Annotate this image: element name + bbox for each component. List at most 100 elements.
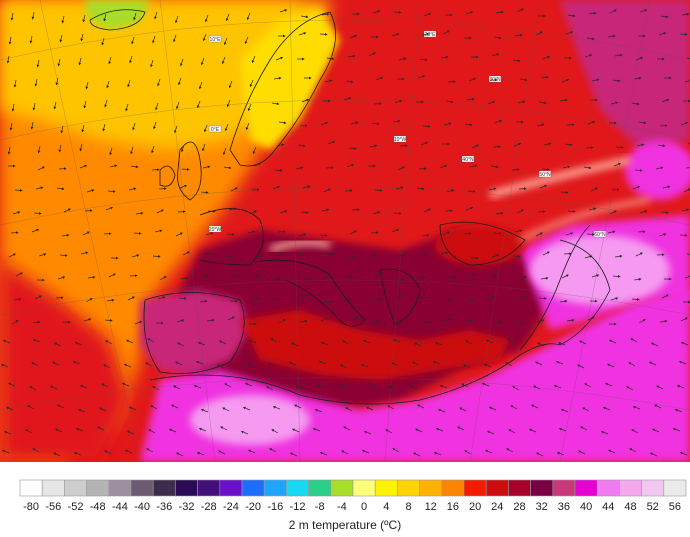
wind-arrow bbox=[487, 296, 495, 301]
wind-arrow bbox=[363, 430, 372, 435]
wind-arrow bbox=[296, 385, 304, 390]
wind-arrow bbox=[154, 229, 163, 233]
wind-arrow bbox=[392, 339, 401, 343]
wind-arrow bbox=[659, 124, 668, 128]
wind-arrow bbox=[638, 319, 646, 324]
wind-arrow bbox=[75, 427, 84, 432]
wind-arrow bbox=[658, 233, 667, 237]
wind-arrow bbox=[341, 450, 349, 455]
wind-arrow bbox=[321, 12, 330, 16]
wind-arrow bbox=[465, 340, 473, 345]
wind-arrow bbox=[468, 77, 477, 82]
wind-arrow bbox=[7, 146, 11, 155]
wind-arrow bbox=[324, 79, 333, 83]
wind-arrow bbox=[516, 8, 524, 13]
legend-swatch bbox=[352, 479, 376, 497]
wind-arrow bbox=[457, 426, 465, 431]
wind-arrow bbox=[433, 452, 442, 456]
wind-arrow bbox=[638, 121, 647, 125]
wind-arrow bbox=[107, 190, 116, 193]
wind-arrow bbox=[471, 144, 479, 149]
wind-arrow bbox=[488, 406, 497, 411]
wind-arrow bbox=[370, 231, 379, 235]
wind-arrow bbox=[5, 406, 14, 411]
wind-arrow bbox=[327, 140, 336, 145]
wind-arrow bbox=[105, 340, 113, 345]
wind-arrow bbox=[464, 319, 473, 322]
legend-swatch bbox=[308, 479, 332, 497]
wind-arrow bbox=[240, 430, 249, 435]
wind-arrow bbox=[299, 319, 308, 323]
legend-swatch bbox=[419, 479, 443, 497]
wind-arrow bbox=[516, 209, 524, 214]
wind-arrow bbox=[319, 32, 328, 36]
wind-arrow bbox=[2, 339, 11, 344]
wind-arrow bbox=[312, 428, 321, 432]
wind-arrow bbox=[248, 339, 257, 344]
wind-arrow bbox=[273, 76, 282, 80]
wind-arrow bbox=[600, 430, 609, 435]
legend-tick-label: 8 bbox=[405, 501, 411, 513]
wind-arrow bbox=[295, 166, 304, 170]
wind-arrow bbox=[230, 187, 238, 192]
wind-arrow bbox=[219, 340, 227, 345]
wind-arrow bbox=[3, 430, 12, 435]
wind-arrow bbox=[514, 33, 523, 37]
legend-tick-label: 40 bbox=[580, 501, 592, 513]
wind-arrow bbox=[466, 97, 475, 101]
wind-arrow bbox=[494, 119, 503, 124]
wind-arrow bbox=[614, 53, 623, 57]
svg-text:0°E: 0°E bbox=[211, 127, 220, 133]
wind-arrow bbox=[197, 341, 206, 346]
coastlines bbox=[89, 9, 611, 405]
wind-arrow bbox=[35, 186, 44, 190]
wind-arrow bbox=[398, 253, 407, 257]
wind-arrow bbox=[583, 166, 592, 170]
wind-arrow bbox=[615, 146, 624, 149]
wind-arrow bbox=[10, 12, 14, 21]
wind-arrow bbox=[613, 162, 622, 167]
caspian-magenta bbox=[625, 140, 690, 200]
wind-arrow bbox=[415, 428, 423, 433]
wind-arrow bbox=[439, 164, 448, 169]
legend-tick-label: 0 bbox=[361, 501, 367, 513]
wind-arrow bbox=[125, 103, 129, 112]
wind-arrow bbox=[325, 166, 334, 170]
legend-swatch bbox=[175, 479, 198, 497]
wind-arrow bbox=[133, 12, 137, 21]
wind-arrow bbox=[344, 189, 353, 193]
wind-arrow bbox=[207, 210, 216, 213]
wind-arrow bbox=[200, 408, 209, 413]
wind-arrow bbox=[135, 211, 144, 215]
wind-arrow bbox=[654, 404, 662, 409]
wind-arrow bbox=[173, 34, 177, 43]
legend-title: 2 m temperature (ºC) bbox=[289, 518, 401, 532]
wind-arrow bbox=[6, 55, 10, 64]
wind-arrow bbox=[443, 318, 452, 322]
wind-arrow bbox=[517, 100, 526, 104]
wind-arrow bbox=[314, 408, 323, 413]
wind-arrow bbox=[517, 296, 526, 300]
wind-arrow bbox=[272, 185, 281, 190]
wind-arrow bbox=[567, 14, 576, 18]
wind-arrow bbox=[423, 208, 431, 213]
wind-arrow bbox=[514, 229, 523, 233]
wind-arrow bbox=[247, 103, 252, 112]
wind-arrow bbox=[681, 12, 690, 16]
wind-arrow bbox=[273, 277, 282, 281]
wind-arrow bbox=[83, 100, 87, 109]
wind-arrow bbox=[226, 233, 235, 236]
wind-arrow bbox=[562, 165, 571, 169]
wind-arrow bbox=[443, 122, 452, 126]
wind-arrow bbox=[580, 426, 588, 431]
wind-arrow bbox=[585, 146, 594, 150]
iceland-region bbox=[85, 0, 150, 30]
wind-arrow bbox=[540, 75, 549, 79]
wind-arrow bbox=[343, 426, 351, 431]
wind-arrow bbox=[269, 448, 277, 453]
wind-arrow bbox=[536, 319, 545, 323]
wind-arrow bbox=[231, 274, 240, 278]
wind-arrow bbox=[485, 339, 494, 344]
wind-arrow bbox=[435, 427, 444, 432]
wind-arrow bbox=[175, 232, 183, 237]
